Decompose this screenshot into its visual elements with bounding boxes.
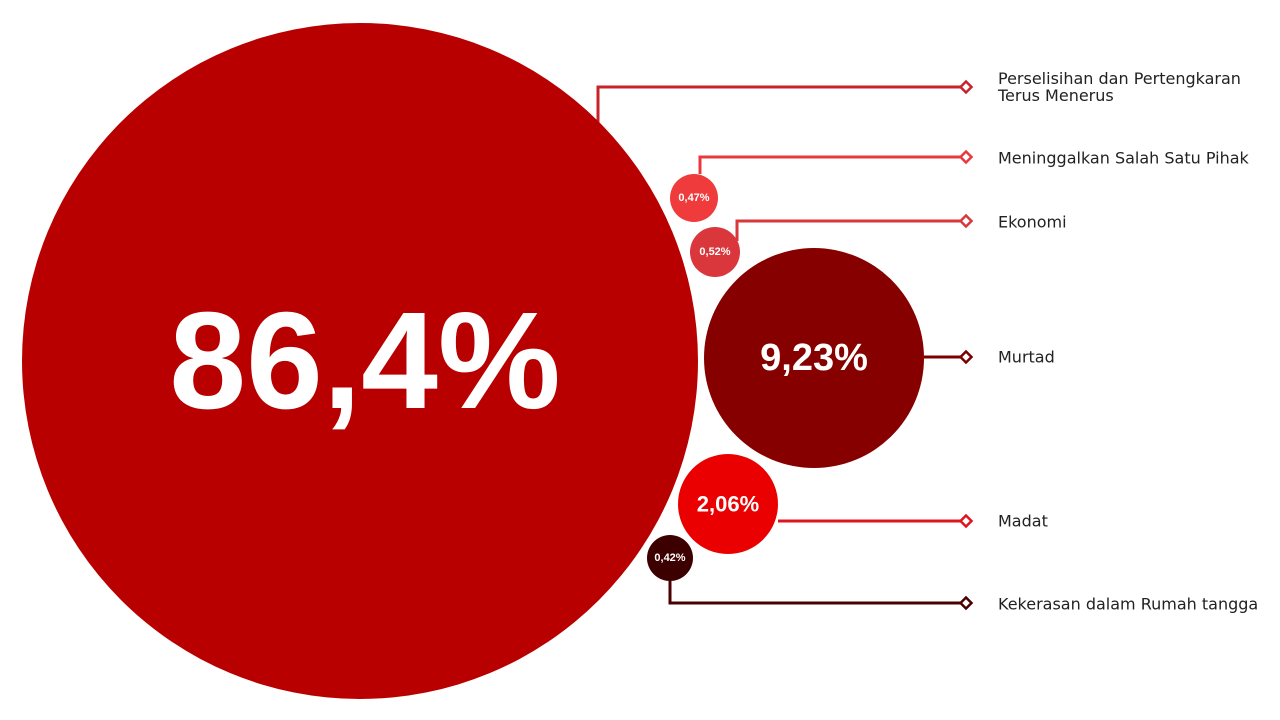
bubble bbox=[22, 23, 698, 699]
legend-label: Murtad bbox=[998, 348, 1055, 367]
bubble bbox=[704, 248, 924, 468]
bubble-value-label: 9,23% bbox=[760, 337, 868, 379]
legend-label: Madat bbox=[998, 512, 1048, 531]
diamond-marker bbox=[958, 513, 974, 529]
diamond-marker bbox=[958, 213, 974, 229]
connector-line bbox=[596, 85, 966, 130]
legend-label: Terus Menerus bbox=[997, 86, 1114, 105]
bubble-value-label: 2,06% bbox=[697, 492, 759, 517]
bubble-value-label: 86,4% bbox=[169, 284, 560, 438]
bubble bbox=[690, 227, 740, 277]
bubble bbox=[678, 454, 778, 554]
diamond-marker bbox=[958, 349, 974, 365]
legend-label: Kekerasan dalam Rumah tangga bbox=[998, 595, 1258, 614]
connector-line bbox=[698, 155, 966, 174]
connector-line bbox=[668, 581, 966, 605]
diamond-marker bbox=[958, 595, 974, 611]
bubble-group-3: 0,52% Ekonomi bbox=[690, 213, 1067, 277]
legend-label: Ekonomi bbox=[998, 213, 1067, 232]
bubble-value-label: 0,47% bbox=[678, 192, 709, 204]
bubble bbox=[647, 535, 693, 581]
legend-label: Perselisihan dan Pertengkaran bbox=[998, 69, 1241, 88]
bubble bbox=[670, 174, 718, 222]
diamond-marker bbox=[958, 79, 974, 95]
bubble-group-1: 86,4% Perselisihan dan PertengkaranTerus … bbox=[22, 23, 1241, 699]
bubble-group-5: 2,06% Madat bbox=[678, 454, 1048, 554]
bubble-value-label: 0,42% bbox=[654, 552, 685, 564]
bubble-group-2: 0,47% Meninggalkan Salah Satu Pihak bbox=[670, 149, 1250, 222]
bubble-group-6: 0,42% Kekerasan dalam Rumah tangga bbox=[647, 535, 1258, 614]
diamond-marker bbox=[958, 149, 974, 165]
legend-label: Meninggalkan Salah Satu Pihak bbox=[998, 149, 1250, 168]
connector-line bbox=[735, 219, 966, 241]
bubble-group-4: 9,23% Murtad bbox=[704, 248, 1055, 468]
bubble-value-label: 0,52% bbox=[699, 246, 730, 258]
